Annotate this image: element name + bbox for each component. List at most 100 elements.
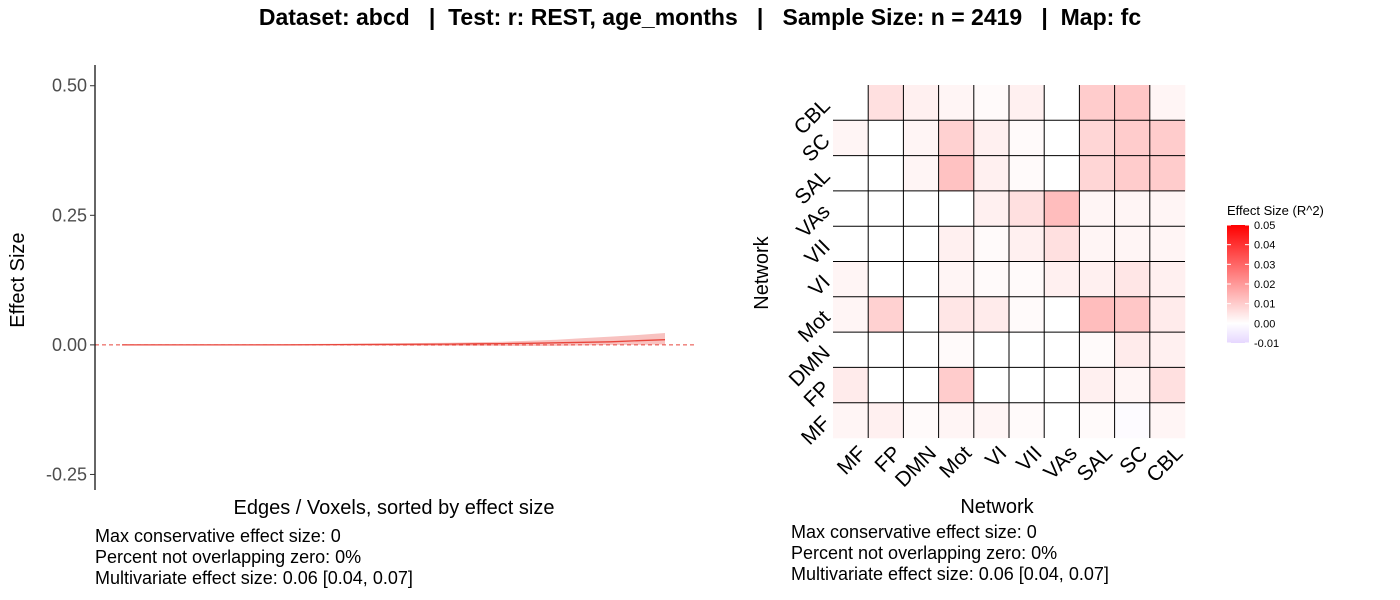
- heatmap-cell: [973, 226, 1010, 262]
- heatmap-cell: [1009, 190, 1045, 227]
- heatmap-cell: [973, 85, 1010, 121]
- heatmap-cell: [938, 332, 975, 368]
- heatmap-cell: [938, 261, 975, 298]
- heatmap-cell: [833, 367, 869, 403]
- heatmap-cell: [1044, 85, 1080, 121]
- heatmap-cell: [1149, 367, 1186, 403]
- heatmap-cell: [868, 296, 904, 333]
- heatmap-cell: [1114, 226, 1151, 262]
- heatmap-cell: [1044, 332, 1080, 368]
- heatmap-cell: [1114, 155, 1151, 192]
- heatmap-cell: [1079, 402, 1115, 439]
- heatmap-cell: [1114, 296, 1151, 333]
- left-stat-multivariate: Multivariate effect size: 0.06 [0.04, 0.…: [95, 568, 413, 588]
- legend-colorbar: [1227, 225, 1249, 343]
- heatmap-cell: [1114, 120, 1151, 156]
- heatmap-cell: [1149, 190, 1186, 227]
- heatmap-cell: [973, 190, 1010, 227]
- heatmap-x-tick-label: DMN: [891, 442, 941, 492]
- heatmap-y-tick-label: SAL: [790, 165, 834, 209]
- effect-size-line: [122, 339, 666, 346]
- heatmap-cell: [1044, 190, 1080, 227]
- heatmap-cell: [1009, 367, 1045, 403]
- left-stat-max-conservative: Max conservative effect size: 0: [95, 526, 341, 546]
- legend-tick-label: 0.00: [1254, 318, 1275, 330]
- heatmap-cell: [868, 120, 904, 156]
- heatmap-cell: [868, 155, 904, 192]
- right-stats: Max conservative effect size: 0 Percent …: [791, 522, 1109, 585]
- heatmap-cell: [938, 367, 975, 403]
- x-axis-label: Edges / Voxels, sorted by effect size: [234, 497, 555, 519]
- heatmap-cell: [833, 155, 869, 192]
- heatmap-cell: [1079, 296, 1115, 333]
- heatmap-y-axis-label: Network: [751, 235, 773, 309]
- heatmap-x-tick-label: MF: [833, 442, 871, 480]
- heatmap-y-tick-label: DMN: [785, 341, 835, 391]
- heatmap-cell: [973, 296, 1010, 333]
- heatmap-cell: [903, 155, 939, 192]
- heatmap-x-tick-label: CBL: [1142, 442, 1187, 487]
- legend-tick-label: -0.01: [1254, 338, 1279, 350]
- heatmap-cell: [833, 190, 869, 227]
- heatmap-cell: [1044, 155, 1080, 192]
- heatmap-cell: [903, 85, 939, 121]
- heatmap-cell: [1044, 402, 1080, 439]
- heatmap-cell: [868, 402, 904, 439]
- legend-title: Effect Size (R^2): [1227, 203, 1324, 218]
- heatmap-cell: [973, 155, 1010, 192]
- heatmap-cell: [868, 190, 904, 227]
- heatmap-cell: [938, 120, 975, 156]
- heatmap-cell: [1079, 367, 1115, 403]
- heatmap-x-tick-label: VI: [981, 442, 1011, 472]
- heatmap-x-tick-label: Mot: [935, 442, 976, 483]
- heatmap-cell: [903, 261, 939, 298]
- heatmap-cell: [1044, 367, 1080, 403]
- y-tick-label: 0.00: [52, 335, 87, 355]
- heatmap-cell: [1044, 120, 1080, 156]
- heatmap-cell: [1044, 226, 1080, 262]
- heatmap-cell: [973, 402, 1010, 439]
- heatmap-cell: [833, 120, 869, 156]
- effect-size-line-chart: -0.25 0.00 0.25 0.50 Effect Size Edges / Voxe…: [7, 65, 695, 519]
- heatmap-x-tick-label: SAL: [1073, 442, 1117, 486]
- heatmap-cell: [868, 85, 904, 121]
- heatmap-cell: [973, 332, 1010, 368]
- heatmap-cell: [903, 190, 939, 227]
- heatmap-cell: [1009, 85, 1045, 121]
- heatmap-cell: [938, 226, 975, 262]
- heatmap-cell: [1009, 332, 1045, 368]
- heatmap-cell: [1079, 120, 1115, 156]
- heatmap-cell: [1114, 367, 1151, 403]
- legend-tick-label: 0.02: [1254, 279, 1275, 291]
- heatmap-cell: [1149, 120, 1186, 156]
- heatmap-cell: [1149, 226, 1186, 262]
- heatmap-cell: [938, 85, 975, 121]
- heatmap-cell: [1079, 226, 1115, 262]
- heatmap-cell: [1079, 332, 1115, 368]
- heatmap-cell: [973, 120, 1010, 156]
- heatmap-y-tick-label: VAs: [792, 200, 834, 242]
- heatmap-cell: [1114, 402, 1151, 439]
- heatmap-cell: [1009, 226, 1045, 262]
- heatmap-cell: [1009, 261, 1045, 298]
- heatmap-cell: [973, 261, 1010, 298]
- heatmap-cell: [868, 332, 904, 368]
- heatmap-cell: [833, 332, 869, 368]
- heatmap-legend: Effect Size (R^2) 0.05 0.04 0.03 0.02 0.01 0.0…: [1227, 203, 1324, 350]
- legend-tick-label: 0.04: [1254, 240, 1275, 252]
- heatmap-cell: [1149, 85, 1186, 121]
- heatmap-cell: [833, 85, 869, 121]
- heatmap-cell: [903, 332, 939, 368]
- heatmap-cell: [833, 296, 869, 333]
- y-tick-label: 0.50: [52, 76, 87, 96]
- heatmap-cell: [903, 402, 939, 439]
- y-tick-label: -0.25: [46, 464, 87, 484]
- right-stat-max-conservative: Max conservative effect size: 0: [791, 522, 1037, 542]
- heatmap-cell: [938, 296, 975, 333]
- y-axis-label: Effect Size: [7, 232, 29, 327]
- heatmap-cell: [1114, 332, 1151, 368]
- heatmap-cell: [1114, 261, 1151, 298]
- heatmap-cell: [833, 402, 869, 439]
